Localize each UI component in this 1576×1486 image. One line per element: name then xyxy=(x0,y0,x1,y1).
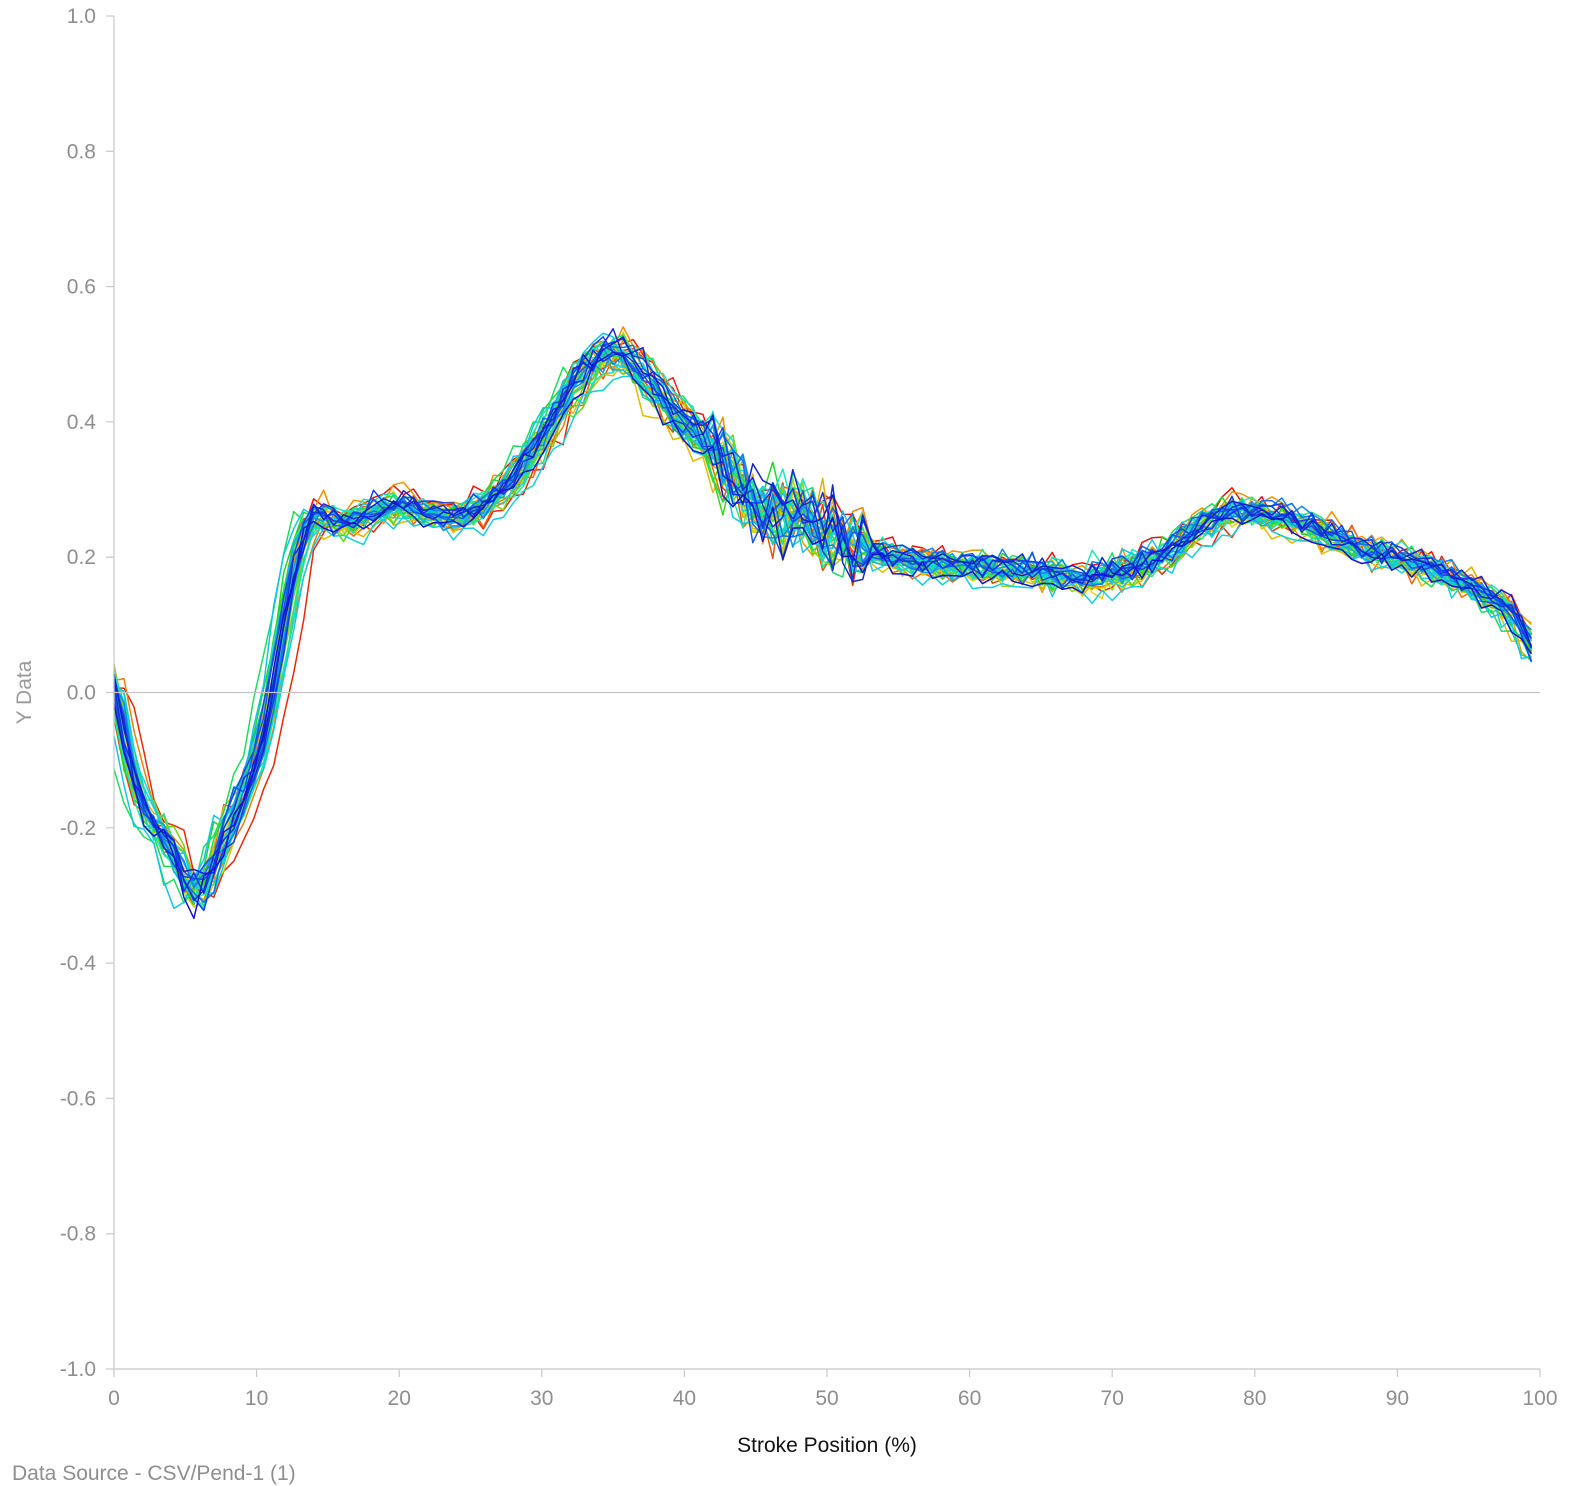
series-line xyxy=(113,332,1532,910)
y-tick-label: 0.6 xyxy=(67,276,96,299)
series-line xyxy=(113,340,1532,892)
series-line xyxy=(113,353,1532,893)
series-line xyxy=(113,343,1533,905)
x-tick-label: 0 xyxy=(108,1387,120,1410)
series-line xyxy=(113,341,1532,898)
series-line xyxy=(113,353,1533,889)
y-tick-label: 0.2 xyxy=(67,546,96,569)
series-layer xyxy=(113,326,1533,920)
y-tick-label: -0.4 xyxy=(60,952,97,975)
series-line xyxy=(113,336,1533,875)
y-tick-label: 1.0 xyxy=(67,5,96,28)
y-tick-label: 0.0 xyxy=(67,682,96,705)
series-line xyxy=(113,328,1533,902)
series-line xyxy=(113,338,1532,885)
series-line xyxy=(113,326,1533,901)
series-line xyxy=(113,344,1533,903)
series-line xyxy=(113,363,1533,896)
series-line xyxy=(113,347,1533,887)
x-tick-label: 60 xyxy=(958,1387,981,1410)
series-line xyxy=(113,345,1533,898)
y-axis-title: Y Data xyxy=(13,660,36,724)
series-line xyxy=(113,351,1532,889)
series-line xyxy=(113,354,1533,896)
series-line xyxy=(113,343,1533,904)
y-tick-label: -0.6 xyxy=(60,1087,96,1110)
x-axis-title: Stroke Position (%) xyxy=(737,1434,917,1457)
series-line xyxy=(113,347,1532,891)
series-line xyxy=(113,358,1533,892)
series-line xyxy=(113,338,1533,902)
series-line xyxy=(113,331,1532,908)
series-line xyxy=(113,348,1533,911)
y-tick-label: 0.4 xyxy=(67,411,97,434)
series-line xyxy=(113,338,1533,912)
series-line xyxy=(113,347,1533,898)
y-tick-label: -0.8 xyxy=(60,1223,96,1246)
series-line xyxy=(113,359,1533,892)
x-tick-label: 90 xyxy=(1386,1387,1409,1410)
series-line xyxy=(113,341,1532,904)
x-tick-label: 40 xyxy=(673,1387,696,1410)
x-tick-label: 30 xyxy=(530,1387,553,1410)
series-line xyxy=(113,342,1532,875)
series-line xyxy=(113,352,1532,884)
plot-area: 0 10 20 30 40 50 60 70 80 90 100 1.0 0.8 0.6 0.4 0.2 0.… xyxy=(60,5,1558,1410)
series-line xyxy=(113,375,1533,895)
x-tick-label: 20 xyxy=(388,1387,411,1410)
x-tick-label: 100 xyxy=(1522,1387,1557,1410)
y-tick-label: -0.2 xyxy=(60,817,96,840)
series-line xyxy=(113,350,1533,893)
series-line xyxy=(113,351,1533,920)
y-tick-label: -1.0 xyxy=(60,1358,96,1381)
x-axis-ticks: 0 10 20 30 40 50 60 70 80 90 100 xyxy=(108,1369,1558,1410)
series-line xyxy=(113,349,1533,895)
series-line xyxy=(113,347,1532,889)
x-tick-label: 80 xyxy=(1243,1387,1266,1410)
series-line xyxy=(113,352,1532,889)
series-line xyxy=(113,336,1533,881)
x-tick-label: 70 xyxy=(1101,1387,1124,1410)
series-line xyxy=(113,351,1532,884)
series-line xyxy=(113,334,1532,908)
x-tick-label: 50 xyxy=(815,1387,838,1410)
series-line xyxy=(113,344,1533,882)
y-axis-ticks: 1.0 0.8 0.6 0.4 0.2 0.0 -0.2 -0.4 -0.6 -0.8 -1.0 xyxy=(60,5,114,1381)
series-line xyxy=(113,357,1533,894)
y-tick-label: 0.8 xyxy=(67,140,96,163)
x-tick-label: 10 xyxy=(245,1387,268,1410)
series-line xyxy=(113,344,1533,906)
data-source-label: Data Source - CSV/Pend-1 (1) xyxy=(12,1462,296,1485)
